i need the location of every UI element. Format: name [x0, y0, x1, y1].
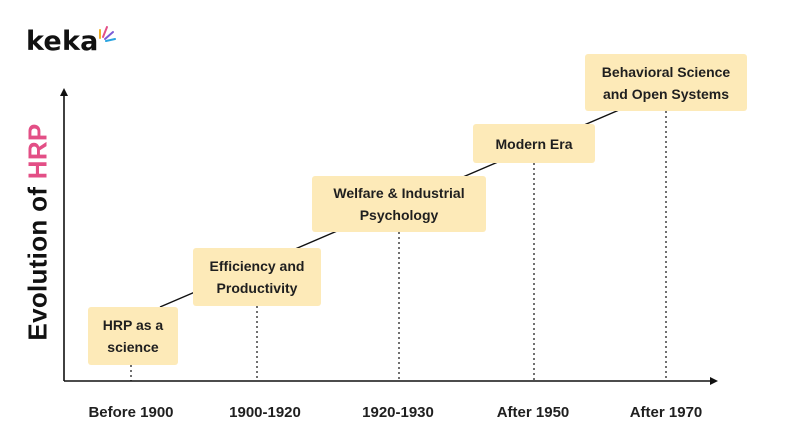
period-label: After 1950	[496, 404, 570, 421]
keka-logo: keka	[26, 22, 117, 55]
stage-box: Behavioral Science and Open Systems	[585, 54, 747, 111]
logo-text: keka	[26, 26, 99, 57]
stage-box: Welfare & Industrial Psychology	[312, 176, 486, 232]
period-label: 1920-1930	[362, 404, 434, 421]
stage-box: HRP as a science	[88, 307, 178, 365]
period-label: 1900-1920	[229, 404, 301, 421]
period-label: After 1970	[629, 404, 703, 421]
stage-box: Modern Era	[473, 124, 595, 163]
stage-box: Efficiency and Productivity	[193, 248, 321, 306]
period-label: Before 1900	[88, 404, 174, 421]
sparkle-icon	[98, 26, 116, 42]
